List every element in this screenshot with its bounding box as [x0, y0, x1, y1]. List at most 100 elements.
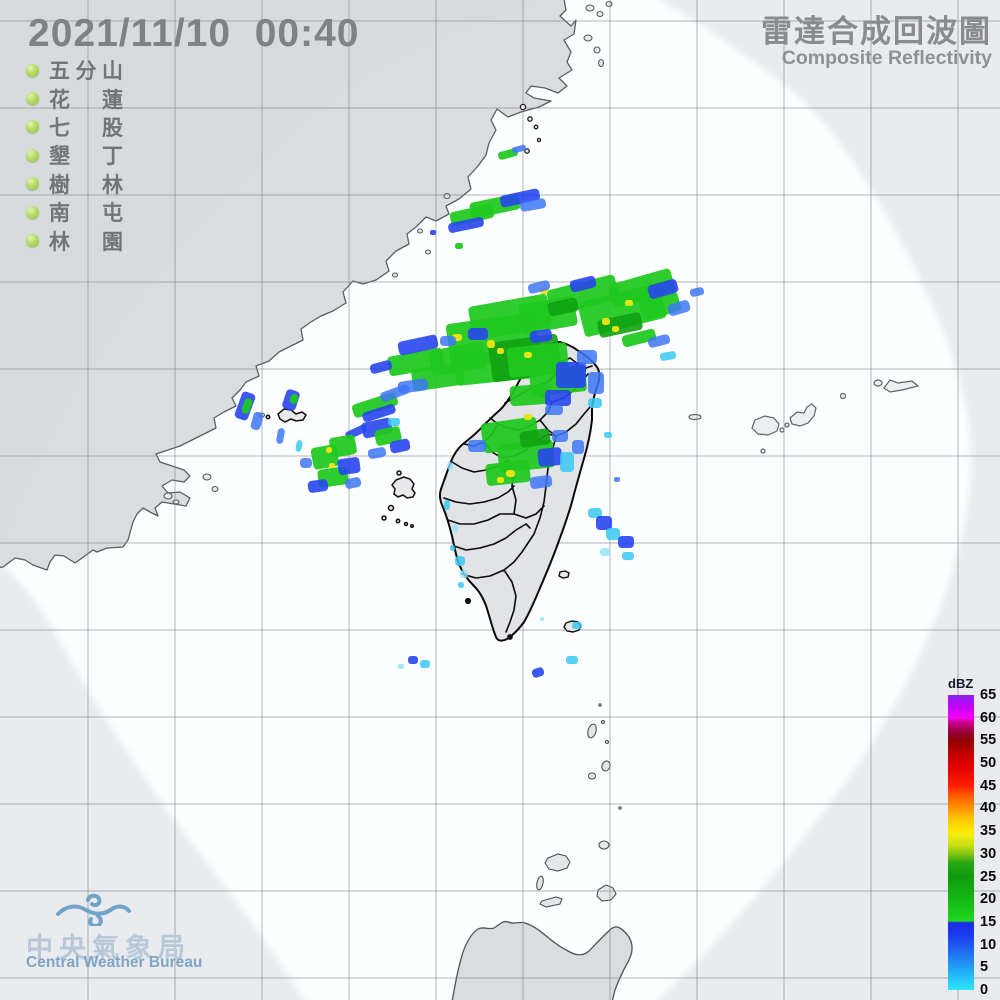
station-name-char: 屯 — [102, 202, 123, 226]
radar-echo-cell — [572, 440, 584, 454]
station-name-char: 園 — [102, 230, 123, 254]
radar-echo-cell — [659, 351, 677, 361]
radar-echo-cell — [612, 326, 619, 332]
radar-echo-cell — [295, 440, 303, 452]
radar-echo-cell — [606, 528, 620, 540]
radar-echo-cell — [374, 426, 402, 446]
radar-echo-cell — [329, 434, 357, 458]
radar-echo-cell — [344, 477, 362, 489]
radar-echo-cell — [468, 328, 488, 340]
radar-echo-cell — [614, 477, 620, 482]
radar-echo-cell — [388, 418, 400, 426]
timestamp: 2021/11/10 00:40 — [28, 12, 360, 55]
radar-echo-cell — [307, 479, 329, 493]
radar-echo-cell — [667, 300, 691, 316]
radar-echo-cell — [408, 656, 418, 664]
colorbar-tick-label: 30 — [980, 845, 997, 862]
radar-echo-cell — [447, 462, 453, 470]
radar-echo-cell — [430, 230, 436, 235]
radar-echo-cell — [519, 198, 547, 212]
station-row: 林園 — [24, 226, 129, 254]
radar-echo-cell — [487, 340, 495, 348]
radar-echo-cell — [509, 383, 551, 407]
station-name-char: 墾 — [49, 145, 70, 169]
batanes-babuyan-islets — [536, 703, 622, 908]
radar-echo-cell — [398, 664, 404, 669]
page-subtitle: Composite Reflectivity — [781, 47, 992, 69]
station-row: 花蓮 — [24, 84, 129, 112]
station-name-char: 林 — [102, 173, 123, 197]
radar-station-list: 五分山花蓮七股墾丁樹林南屯林園 — [24, 56, 129, 255]
radar-echo-cell — [604, 432, 612, 438]
radar-echo-cell — [588, 372, 604, 394]
colorbar-tick-label: 25 — [980, 868, 997, 885]
station-name-char: 分 — [75, 60, 97, 84]
radar-echo-cell — [577, 350, 597, 364]
station-dot-icon — [26, 92, 39, 106]
station-name-char: 丁 — [102, 145, 123, 169]
penghu-islands — [381, 470, 416, 529]
cwb-logo-zh: 中央氣象局 — [26, 933, 191, 963]
station-row: 南屯 — [24, 198, 129, 226]
station-row: 樹林 — [24, 170, 129, 198]
radar-echo-cell — [460, 570, 468, 578]
radar-echo-cell — [621, 328, 657, 348]
colorbar-tick-label: 15 — [980, 913, 997, 930]
radar-echo-cell — [452, 524, 458, 532]
radar-echo-cell — [524, 414, 532, 420]
station-name-char: 五 — [49, 60, 70, 84]
radar-echo-cell — [556, 362, 586, 388]
radar-echo-cell — [506, 470, 515, 477]
radar-echo-cell — [367, 447, 387, 459]
radar-echo-cell — [647, 334, 671, 348]
radar-echo-cell — [540, 617, 544, 621]
radar-echo-cell — [529, 329, 553, 343]
radar-echo-cell — [569, 275, 597, 293]
radar-echo-cell — [524, 352, 532, 358]
station-dot-icon — [26, 205, 39, 219]
radar-echo-cell — [241, 398, 253, 414]
station-name-char: 南 — [49, 202, 70, 226]
station-name-char: 樹 — [49, 173, 70, 197]
radar-echo-cell — [250, 411, 264, 431]
radar-echo-cell — [362, 404, 396, 422]
radar-echo-cell — [625, 300, 633, 306]
radar-echo-cell — [527, 280, 551, 294]
radar-echo-cell — [572, 622, 582, 629]
radar-echo-cell — [499, 188, 541, 208]
radar-echo-cell — [497, 477, 504, 483]
radar-echo-cell — [420, 660, 430, 668]
colorbar-tick-label: 65 — [980, 687, 997, 703]
station-name-char: 蓮 — [102, 88, 123, 112]
luzon-island — [451, 920, 633, 1000]
radar-echo-cell — [647, 279, 679, 299]
radar-echo-cell — [337, 457, 361, 475]
radar-echo-cell — [529, 475, 553, 489]
radar-echo-cell — [552, 430, 568, 442]
radar-echo-cell — [455, 556, 465, 566]
station-name-char: 花 — [49, 88, 70, 112]
radar-echo-cell — [545, 405, 563, 415]
radar-echo-cell — [596, 516, 612, 530]
radar-echo-cell — [497, 348, 504, 354]
radar-echo-cell — [450, 545, 455, 551]
radar-echo-cell — [276, 428, 285, 444]
cwb-logo-en: Central Weather Bureau — [26, 954, 203, 971]
radar-echo-cell — [531, 667, 545, 678]
radar-echo-cell — [455, 243, 463, 249]
radar-echo-cell — [588, 398, 602, 408]
colorbar-tick-label: 50 — [980, 755, 997, 772]
station-row: 七股 — [24, 113, 129, 141]
radar-echo-cell — [689, 287, 705, 297]
station-name-char: 七 — [49, 116, 70, 140]
station-dot-icon — [26, 234, 39, 248]
station-row: 五分山 — [24, 56, 129, 84]
cwb-wave-icon — [56, 893, 131, 926]
radar-echo-cell — [537, 447, 563, 467]
radar-echo-cell — [440, 336, 456, 346]
radar-echo-cell — [560, 452, 574, 472]
station-name-char: 林 — [49, 230, 70, 254]
